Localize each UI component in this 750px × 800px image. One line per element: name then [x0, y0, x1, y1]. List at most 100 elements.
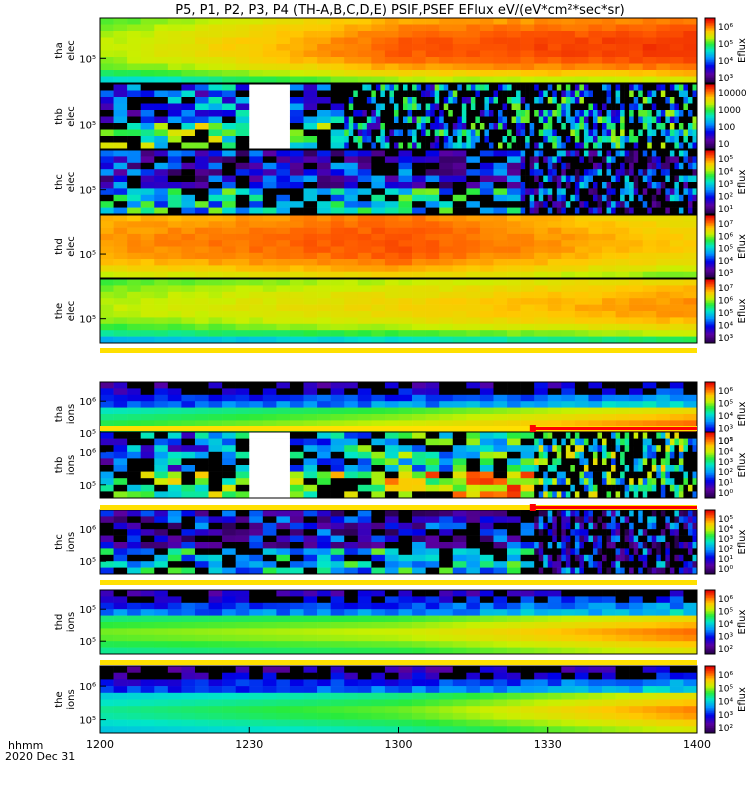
spectrogram-cell	[547, 561, 553, 568]
spectrogram-cell	[416, 84, 422, 91]
spectrogram-cell	[235, 471, 250, 479]
spectrogram-cell	[561, 285, 576, 293]
spectrogram-cell	[466, 18, 481, 25]
spectrogram-cell	[642, 478, 648, 486]
spectrogram-cell	[479, 445, 494, 453]
spectrogram-cell	[638, 150, 644, 157]
spectrogram-cell	[235, 84, 250, 91]
colorbar-swatch	[705, 478, 715, 481]
spectrogram-cell	[222, 76, 236, 84]
spectrogram-cell	[669, 156, 675, 164]
spectrogram-cell	[570, 458, 576, 466]
spectrogram-cell	[113, 394, 128, 402]
spectrogram-cell	[421, 116, 426, 124]
spectrogram-cell	[534, 465, 539, 472]
spectrogram-cell	[371, 529, 386, 536]
spectrogram-cell	[611, 561, 616, 568]
spectrogram-cell	[167, 317, 182, 325]
spectrogram-cell	[393, 84, 399, 91]
spectrogram-cell	[249, 542, 264, 549]
spectrogram-cell	[140, 535, 155, 543]
spectrogram-cell	[507, 240, 521, 247]
colorbar-swatch	[705, 35, 715, 38]
spectrogram-cell	[660, 438, 666, 446]
spectrogram-cell	[127, 76, 142, 84]
spectrogram-cell	[543, 451, 549, 459]
colorbar-frame	[704, 278, 716, 344]
spectrogram-cell	[579, 567, 585, 575]
spectrogram-cell	[570, 471, 576, 479]
spectrogram-cell	[547, 265, 562, 272]
spectrogram-cell	[393, 103, 399, 111]
spectrogram-cell	[683, 215, 698, 222]
spectrogram-cell	[678, 458, 684, 466]
spectrogram-cell	[602, 438, 607, 446]
spectrogram-cell	[561, 407, 576, 415]
spectrogram-cell	[317, 567, 331, 575]
spectrogram-cell	[606, 175, 612, 183]
spectrogram-cell	[507, 401, 521, 408]
spectrogram-cell	[330, 31, 345, 38]
spectrogram-cell	[276, 63, 291, 71]
spectrogram-cell	[452, 561, 467, 568]
spectrogram-cell	[425, 291, 440, 299]
spectrogram-cell	[520, 311, 535, 318]
spectrogram-cell	[330, 110, 345, 117]
spectrogram-cell	[629, 123, 634, 130]
spectrogram-cell	[561, 221, 576, 228]
spectrogram-cell	[556, 554, 562, 562]
spectrogram-cell	[100, 279, 114, 286]
spectrogram-cell	[208, 401, 223, 408]
spectrogram-cell	[208, 50, 223, 58]
spectrogram-cell	[439, 414, 454, 421]
spectrogram-cell	[507, 561, 521, 568]
spectrogram-cell	[574, 136, 580, 143]
spectrogram-cell	[439, 44, 454, 51]
spectrogram-cell	[167, 227, 182, 235]
spectrogram-cell	[656, 182, 662, 189]
spectrogram-cell	[344, 123, 350, 130]
spectrogram-cell	[317, 24, 331, 32]
spectrogram-cell	[683, 311, 698, 318]
spectrogram-cell	[507, 84, 512, 91]
spectrogram-cell	[543, 194, 549, 202]
spectrogram-cell	[439, 123, 445, 130]
spectrogram-cell	[289, 535, 304, 543]
spectrogram-cell	[249, 323, 264, 331]
spectrogram-cell	[511, 90, 517, 98]
spectrogram-cell	[384, 24, 399, 32]
spectrogram-cell	[561, 432, 567, 439]
spectrogram-cell	[289, 194, 304, 202]
spectrogram-cell	[602, 129, 607, 137]
spectrogram-cell	[181, 50, 196, 58]
spectrogram-cell	[303, 298, 318, 305]
spectrogram-cell	[357, 240, 372, 247]
colorbar-swatch	[705, 57, 715, 60]
spectrogram-cell	[113, 70, 128, 77]
spectrogram-cell	[538, 561, 544, 568]
spectrogram-cell	[479, 44, 494, 51]
spectrogram-cell	[660, 123, 666, 130]
spectrogram-cell	[439, 388, 454, 396]
spectrogram-cell	[430, 129, 435, 137]
spectrogram-cell	[303, 484, 318, 492]
spectrogram-cell	[556, 510, 562, 517]
spectrogram-cell	[330, 252, 345, 260]
colorbar-swatch	[705, 31, 715, 34]
spectrogram-cell	[317, 382, 331, 389]
colorbar-swatch	[705, 218, 715, 221]
spectrogram-cell	[127, 175, 142, 183]
spectrogram-cell	[439, 57, 454, 64]
spectrogram-cell	[448, 103, 454, 111]
spectrogram-cell	[538, 97, 544, 104]
spectrogram-cell	[669, 201, 675, 208]
spectrogram-cell	[262, 233, 277, 241]
spectrogram-cell	[570, 465, 576, 472]
spectrogram-cell	[384, 70, 399, 77]
spectrogram-cell	[357, 265, 372, 272]
spectrogram-cell	[638, 445, 644, 453]
spectrogram-cell	[398, 458, 413, 466]
colorbar-swatch	[705, 194, 715, 197]
